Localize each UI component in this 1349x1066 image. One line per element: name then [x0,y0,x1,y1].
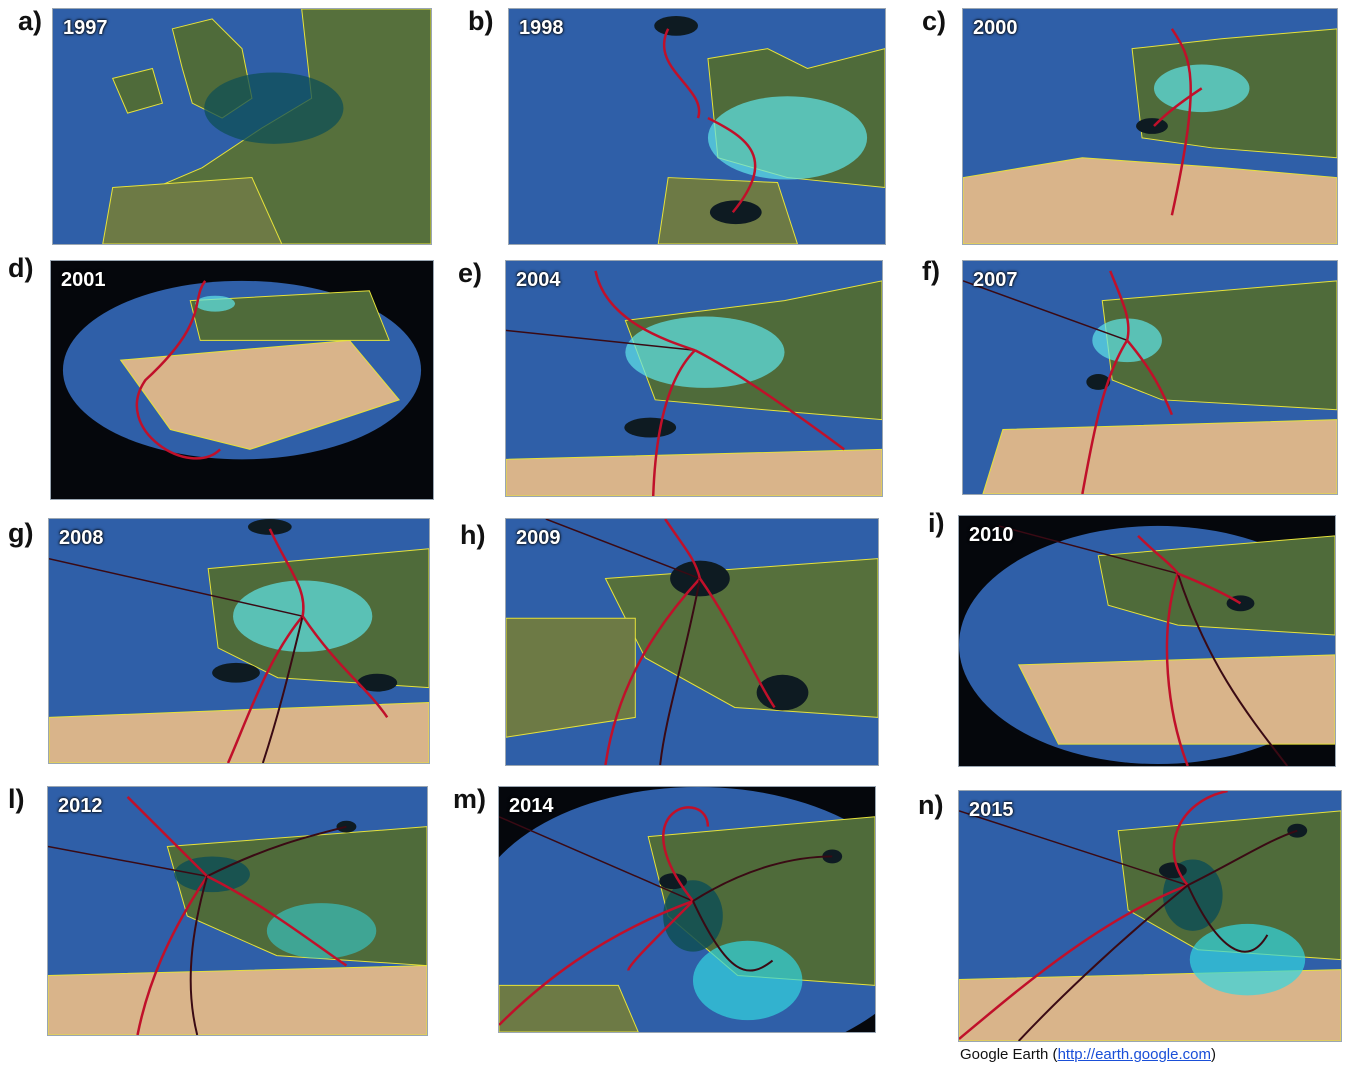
dark-node [663,880,723,952]
attribution-credit: Google Earth (http://earth.google.com) [960,1046,1216,1063]
map-image [506,519,878,765]
map-panel-a: 1997 [52,8,432,245]
halo-circle [692,940,803,1021]
year-label: 2015 [969,799,1014,821]
map-panel-f: 2007 [962,260,1338,495]
year-label: 1998 [519,17,564,39]
halo-circle [625,316,785,388]
map-image [506,261,882,496]
panel-letter-m: m) [453,784,486,814]
panel-letter-f: f) [922,256,940,286]
dark-node [212,662,260,683]
map-image [959,791,1341,1041]
year-label: 2004 [516,269,561,291]
map-panel-m: 2014 [498,786,876,1033]
halo-circle [1189,923,1306,996]
year-label: 2010 [969,524,1014,546]
panel-letter-i: i) [928,508,945,538]
panel-letter-g: g) [8,518,34,548]
year-label: 2007 [973,269,1018,291]
map-panel-c: 2000 [962,8,1338,245]
panel-letter-b: b) [468,6,494,36]
panel-letter-h: h) [460,520,486,550]
dark-node [1136,118,1168,134]
halo-circle [195,295,236,312]
dark-node [1287,823,1308,838]
year-label: 1997 [63,17,108,39]
year-label: 2014 [509,795,554,817]
map-panel-d: 2001 [50,260,434,500]
credit-prefix: Google Earth ( [960,1046,1058,1063]
map-image [53,9,431,244]
map-panel-b: 1998 [508,8,886,245]
year-label: 2001 [61,269,106,291]
dark-node [357,673,398,692]
panel-letter-a: a) [18,6,43,36]
halo-circle [707,96,868,180]
credit-suffix: ) [1211,1046,1216,1063]
dark-node [654,15,698,36]
halo-circle [266,903,377,959]
map-image [51,261,433,499]
panel-letter-l: l) [8,784,25,814]
map-panel-i: 2010 [958,515,1336,767]
map-image [49,519,429,763]
map-image [963,261,1337,494]
map-panel-g: 2008 [48,518,430,764]
google-earth-link[interactable]: http://earth.google.com [1057,1046,1211,1063]
dark-node [1158,862,1187,879]
map-image [509,9,885,244]
year-label: 2012 [58,795,103,817]
panel-letter-d: d) [8,253,34,283]
map-panel-h: 2009 [505,518,879,766]
dark-node [1086,374,1111,390]
map-image [959,516,1335,766]
halo-circle [204,72,344,144]
map-image [963,9,1337,244]
year-label: 2009 [516,527,561,549]
panel-letter-e: e) [458,258,483,288]
year-label: 2008 [59,527,104,549]
year-label: 2000 [973,17,1018,39]
map-panel-l: 2012 [47,786,428,1036]
dark-node [624,417,677,438]
map-image [499,787,875,1032]
map-panel-e: 2004 [505,260,883,497]
panel-letter-c: c) [922,6,947,36]
panel-letter-n: n) [918,790,944,820]
map-image [48,787,427,1035]
map-panel-n: 2015 [958,790,1342,1042]
dark-node [247,519,292,535]
dark-node [709,200,762,225]
